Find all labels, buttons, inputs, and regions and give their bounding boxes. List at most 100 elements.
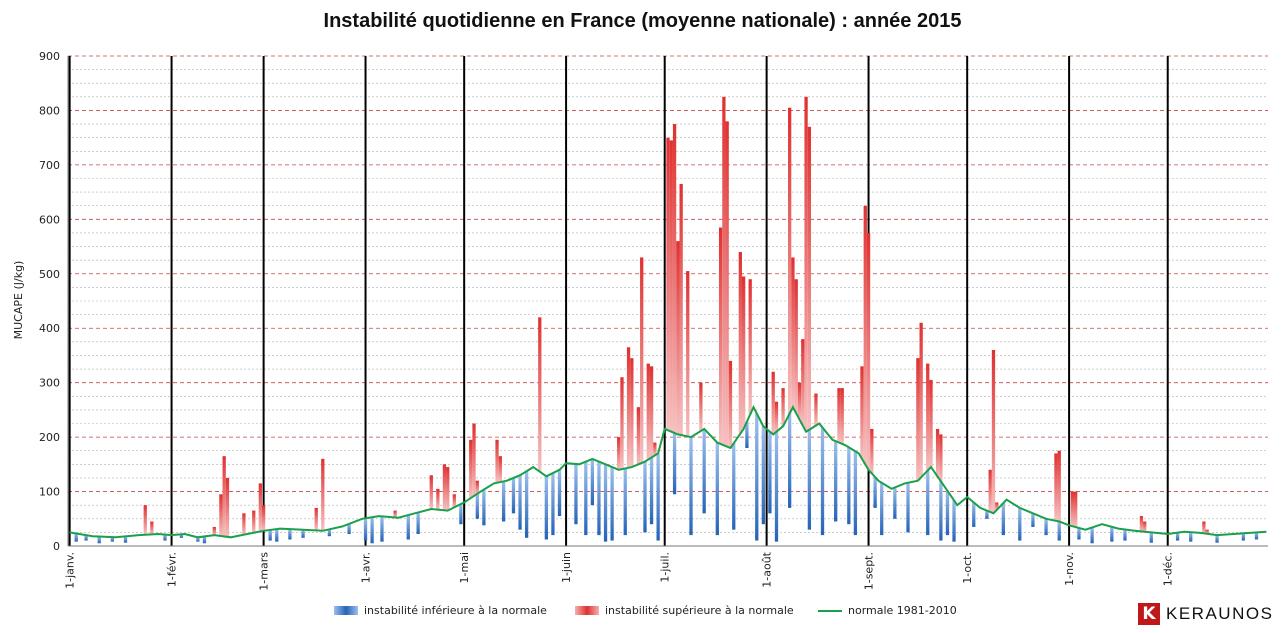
normal-series-line [69,404,1267,539]
below-normal-bar [893,487,897,519]
below-normal-bar [110,537,115,542]
below-normal-bar [123,536,128,543]
below-normal-bar [1110,526,1114,542]
above-normal-bar [863,205,867,465]
below-normal-bar [416,512,420,535]
below-normal-bar [597,461,601,536]
below-normal-bar [1123,529,1127,541]
above-normal-bar [1139,516,1144,532]
below-normal-bar [518,475,522,530]
above-normal-bar [469,439,473,499]
below-normal-bar [768,431,772,514]
above-normal-bar [666,137,670,431]
below-normal-bar [1215,535,1219,543]
below-normal-bar [689,437,693,536]
month-divider-lines [68,56,1169,546]
above-normal-bar [676,241,680,435]
above-normal-bar [718,227,723,444]
above-normal-bar [252,510,256,533]
above-normal-bar [442,464,447,511]
above-normal-bar [722,96,726,446]
below-normal-bar [1044,518,1048,536]
legend-label-below: instabilité inférieure à la normale [364,604,547,617]
below-normal-bar [1057,521,1061,541]
below-normal-bar [482,489,486,526]
below-normal-bar [1254,532,1259,540]
x-tick-label: 1-févr. [166,552,179,587]
above-normal-bar [860,366,864,459]
below-normal-bar [1189,532,1193,542]
below-normal-bar [196,537,200,542]
above-normal-bar [771,371,775,435]
below-normal-bar [715,442,719,536]
above-normal-bar [916,358,920,481]
above-normal-bar [837,388,841,443]
y-tick-label: 800 [39,104,60,117]
below-normal-bar [475,493,479,519]
above-normal-bar [1070,491,1075,527]
below-normal-bar [202,536,207,544]
above-normal-bar [222,456,226,537]
y-tick-label: 400 [39,322,60,335]
legend-label-normal: normale 1981-2010 [848,604,957,617]
below-normal-bar [347,523,351,535]
y-axis-label: MUCAPE (J/kg) [12,261,25,340]
below-normal-bar [163,534,167,541]
below-normal-bar [755,413,759,541]
below-normal-bar [406,515,410,540]
above-normal-bar [219,494,223,536]
above-normal-bar [150,521,154,535]
below-normal-bar [501,481,506,522]
below-normal-bar [985,510,989,519]
above-normal-bar [261,505,266,531]
below-normal-bar [649,457,654,525]
below-normal-bar [945,490,950,536]
below-normal-bar [820,427,825,536]
below-normal-bar [603,464,608,542]
x-tick-label: 1-mars [258,552,271,591]
below-normal-bar [524,471,529,538]
below-normal-bar [557,469,562,517]
x-tick-label: 1-avr. [360,552,373,583]
legend-item-below: instabilité inférieure à la normale [334,604,547,617]
below-normal-bar [544,476,548,540]
above-normal-bar [738,252,742,434]
below-normal-bar [551,473,555,536]
above-normal-bar [393,510,397,518]
above-normal-bar [1205,529,1209,534]
below-normal-bar [97,536,101,544]
below-normal-bar [745,421,749,448]
below-normal-bar [1149,532,1153,543]
above-normal-bar [626,347,631,468]
above-normal-bar [653,442,657,456]
above-normal-bar [926,363,930,471]
above-normal-bar [620,377,624,470]
below-normal-bar [643,461,647,533]
above-normal-bar [939,434,943,482]
above-normal-bar [646,363,650,460]
below-normal-bar [179,534,184,538]
y-tick-label: 200 [39,431,60,444]
below-normal-bar [939,481,943,541]
above-normal-bar [258,483,262,532]
above-normal-bars [143,96,1209,537]
above-normal-bar [774,401,779,432]
y-tick-label: 700 [39,159,60,172]
below-normal-bar [788,413,792,508]
legend-item-normal: normale 1981-2010 [818,604,957,617]
y-tick-label: 300 [39,377,60,390]
below-normal-bar [288,529,292,540]
below-normal-bar [268,529,272,541]
y-tick-labels: 0 100 200 300 400 500 600 700 800 900 [39,50,60,553]
above-normal-bar [741,276,746,429]
below-normal-bar [275,529,279,542]
above-normal-bar [669,140,673,432]
above-normal-bar [617,437,621,470]
x-tick-label: 1-sept. [863,552,876,590]
above-normal-bar [1143,521,1147,532]
below-normal-bar [853,451,858,536]
below-normal-bar [761,426,765,525]
above-normal-bar [649,366,654,458]
above-normal-bar [919,322,923,478]
